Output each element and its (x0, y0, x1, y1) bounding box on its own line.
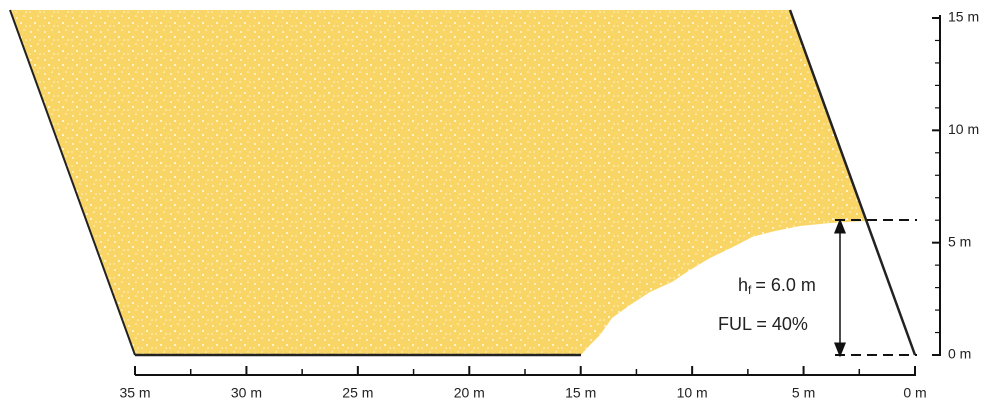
ful-label: FUL = 40% (718, 314, 808, 334)
x-tick-label: 25 m (342, 385, 373, 401)
x-tick-label: 35 m (119, 385, 150, 401)
y-tick-label: 0 m (948, 346, 971, 362)
y-tick-label: 15 m (948, 9, 979, 25)
x-tick-label: 5 m (792, 385, 815, 401)
y-tick-label: 10 m (948, 121, 979, 137)
height-label: hf = 6.0 m (738, 275, 816, 297)
x-tick-label: 30 m (231, 385, 262, 401)
x-tick-label: 20 m (454, 385, 485, 401)
right-wall (788, 9, 917, 356)
x-tick-label: 0 m (903, 385, 926, 401)
x-tick-label: 15 m (565, 385, 596, 401)
x-tick-label: 10 m (677, 385, 708, 401)
granular-material (10, 10, 865, 355)
left-wall (9, 9, 136, 356)
y-tick-label: 5 m (948, 233, 971, 249)
